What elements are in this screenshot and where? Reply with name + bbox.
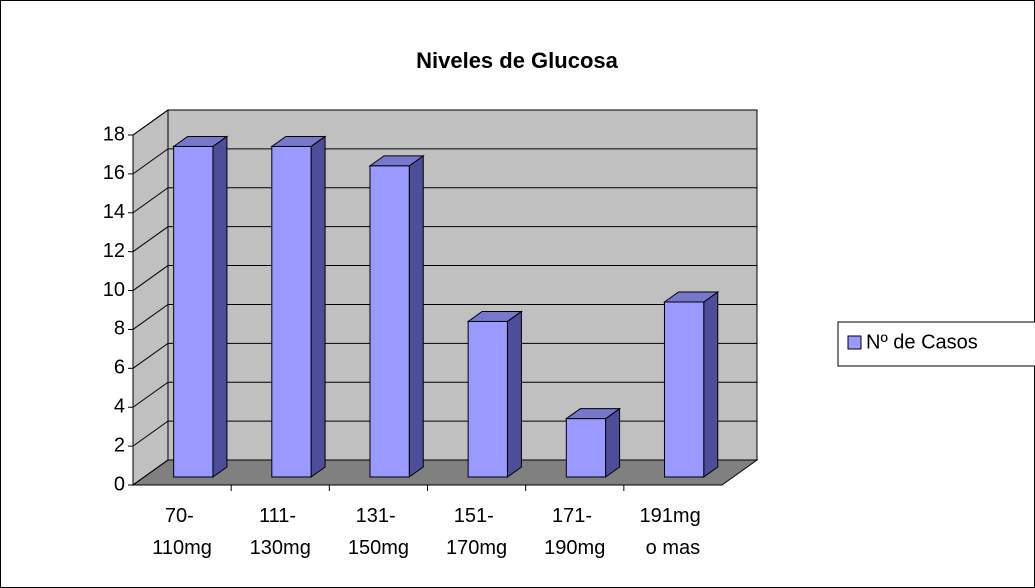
y-tick-label: 10: [103, 279, 125, 301]
bar-side: [408, 154, 424, 478]
bar-front: [369, 165, 410, 478]
y-tick-label: 12: [103, 240, 125, 262]
y-tick-label: 16: [103, 162, 125, 184]
grid-line: [132, 342, 757, 369]
x-tick-label: 151- 170mg: [446, 505, 507, 559]
grid-line: [132, 420, 757, 447]
bar: [662, 291, 720, 478]
y-tick-label: 2: [114, 434, 125, 456]
grid-line: [132, 109, 757, 136]
bar: [466, 310, 523, 478]
y-tick-label: 14: [103, 201, 125, 223]
legend-label: Nº de Casos: [866, 331, 978, 353]
bar-side: [605, 407, 621, 478]
bar-front: [663, 301, 705, 478]
y-tick-label: 8: [114, 318, 125, 340]
grid-line: [132, 187, 757, 214]
bar: [564, 407, 622, 478]
bar-side: [703, 291, 719, 478]
grid-line: [132, 265, 757, 291]
grid-line: [132, 148, 757, 175]
bar-front: [565, 418, 607, 478]
bar: [368, 154, 425, 478]
grid-line: [132, 381, 757, 408]
grid-line: [132, 303, 757, 330]
chart-title: Niveles de Glucosa: [416, 48, 619, 73]
y-tick-label: 18: [103, 123, 125, 145]
legend-swatch: [847, 335, 862, 350]
x-tick-label: 131- 150mg: [348, 505, 409, 559]
bar: [270, 135, 327, 478]
bar-front: [467, 320, 508, 478]
side-wall: [132, 109, 169, 486]
bar-side: [212, 135, 228, 478]
bar-front: [271, 145, 312, 478]
grid-line: [132, 226, 757, 253]
y-tick-label: 6: [114, 357, 125, 379]
bar: [172, 135, 229, 478]
bar-front: [173, 145, 214, 478]
x-tick-label: 70- 110mg: [152, 505, 212, 559]
y-tick-label: 4: [114, 396, 125, 418]
bar-side: [310, 135, 326, 478]
grid-line: [132, 459, 757, 486]
x-tick-label: 171- 190mg: [544, 505, 605, 559]
y-tick-label: 0: [114, 473, 125, 495]
x-tick-label: 191mg o mas: [640, 505, 707, 559]
legend-box: [837, 321, 1035, 367]
x-tick-label: 111- 130mg: [250, 505, 311, 559]
bar-side: [506, 310, 522, 478]
